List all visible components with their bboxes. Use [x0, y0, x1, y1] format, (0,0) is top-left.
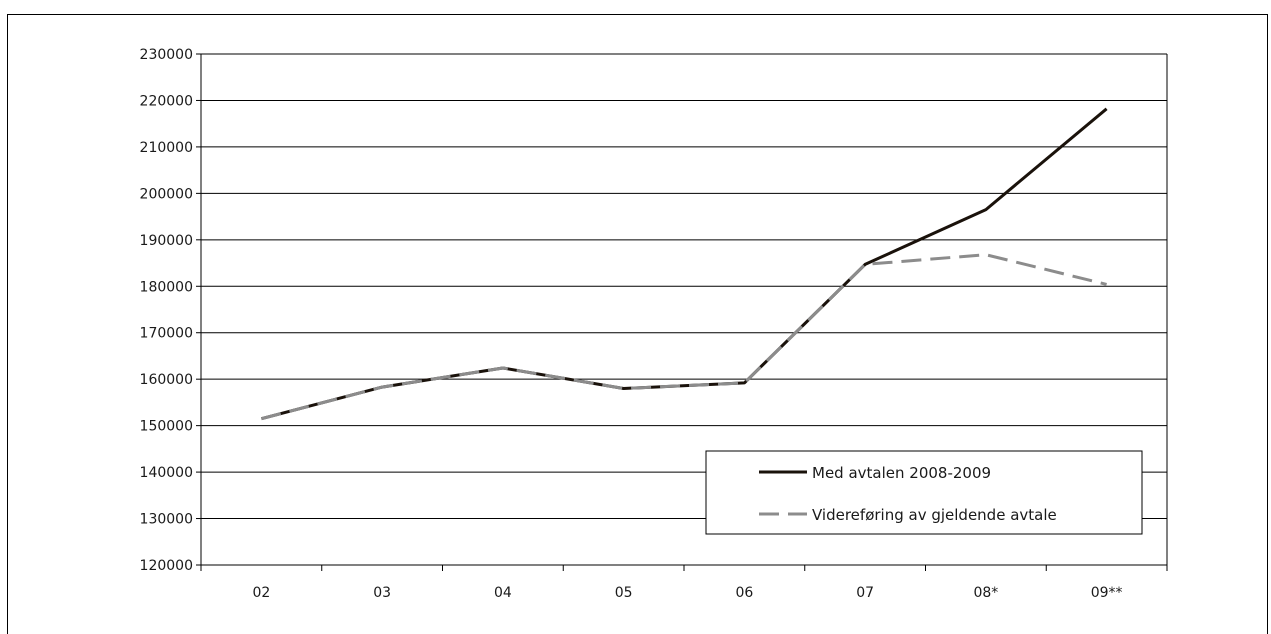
legend-label-series-1: Med avtalen 2008-2009 [812, 464, 991, 482]
x-tick-label: 03 [373, 585, 391, 601]
y-tick-label: 200000 [140, 186, 193, 202]
y-tick-label: 230000 [140, 47, 193, 63]
chart-frame [7, 14, 1268, 634]
x-tick-label: 02 [252, 585, 270, 601]
legend-box [705, 450, 1143, 535]
y-tick-label: 170000 [140, 326, 193, 342]
y-tick-label: 150000 [140, 419, 193, 435]
y-tick-label: 180000 [140, 279, 193, 295]
y-axis-ticks: 120000 130000 140000 150000 160000 170000 1800… [140, 47, 201, 574]
y-tick-label: 130000 [140, 512, 193, 528]
series-lines [261, 107, 1108, 421]
y-tick-label: 160000 [140, 372, 193, 388]
x-tick-label: 05 [615, 585, 633, 601]
series-line-2 [261, 253, 1107, 421]
y-tick-label: 210000 [140, 140, 193, 156]
x-tick-label: 08* [973, 585, 998, 601]
legend: Med avtalen 2008-2009 Videreføring av gj… [705, 450, 1143, 535]
y-tick-label: 140000 [140, 465, 193, 481]
x-axis-ticks: 02 03 04 05 06 07 08* 09** [200, 565, 1168, 601]
y-tick-label: 120000 [140, 558, 193, 574]
x-tick-label: 06 [735, 585, 753, 601]
x-tick-label: 07 [856, 585, 874, 601]
legend-label-series-2: Videreføring av gjeldende avtale [812, 506, 1057, 524]
y-tick-label: 220000 [140, 93, 193, 109]
gridlines [201, 53, 1167, 520]
x-tick-label: 04 [494, 585, 512, 601]
series-line-1 [261, 107, 1108, 421]
x-tick-label: 09** [1091, 585, 1123, 601]
y-tick-label: 190000 [140, 233, 193, 249]
